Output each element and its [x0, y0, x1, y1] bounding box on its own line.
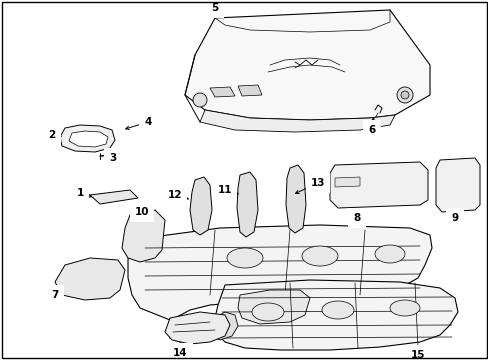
Polygon shape — [200, 110, 394, 132]
Ellipse shape — [389, 300, 419, 316]
Polygon shape — [238, 85, 262, 96]
Ellipse shape — [302, 246, 337, 266]
Polygon shape — [122, 210, 164, 262]
Text: 7: 7 — [51, 290, 59, 300]
Polygon shape — [237, 172, 258, 237]
Text: 4: 4 — [144, 117, 151, 127]
Polygon shape — [329, 162, 427, 208]
Text: 1: 1 — [76, 188, 83, 198]
Text: 11: 11 — [217, 185, 232, 195]
Polygon shape — [60, 125, 115, 152]
Circle shape — [396, 87, 412, 103]
Polygon shape — [238, 290, 309, 324]
Text: 14: 14 — [172, 348, 187, 358]
Circle shape — [400, 91, 408, 99]
Text: 12: 12 — [167, 190, 182, 200]
Ellipse shape — [321, 301, 353, 319]
Polygon shape — [55, 258, 125, 300]
Text: 15: 15 — [410, 350, 425, 360]
Ellipse shape — [226, 248, 263, 268]
Polygon shape — [69, 131, 108, 147]
Ellipse shape — [374, 245, 404, 263]
Polygon shape — [190, 177, 212, 235]
Text: 5: 5 — [211, 3, 218, 13]
Polygon shape — [184, 10, 429, 120]
Polygon shape — [435, 158, 479, 212]
Text: 9: 9 — [450, 213, 458, 223]
Polygon shape — [215, 280, 457, 350]
Polygon shape — [285, 165, 305, 233]
Text: 13: 13 — [310, 178, 325, 188]
Ellipse shape — [251, 303, 284, 321]
Text: 6: 6 — [367, 125, 375, 135]
Polygon shape — [209, 87, 235, 97]
Circle shape — [193, 93, 206, 107]
Polygon shape — [90, 190, 138, 204]
Polygon shape — [207, 312, 238, 340]
Polygon shape — [168, 318, 200, 342]
Text: 8: 8 — [353, 213, 360, 223]
Polygon shape — [164, 312, 229, 344]
Text: 10: 10 — [135, 207, 149, 217]
Text: 3: 3 — [109, 153, 116, 163]
Polygon shape — [334, 177, 359, 187]
Polygon shape — [128, 225, 431, 342]
Text: 2: 2 — [48, 130, 56, 140]
